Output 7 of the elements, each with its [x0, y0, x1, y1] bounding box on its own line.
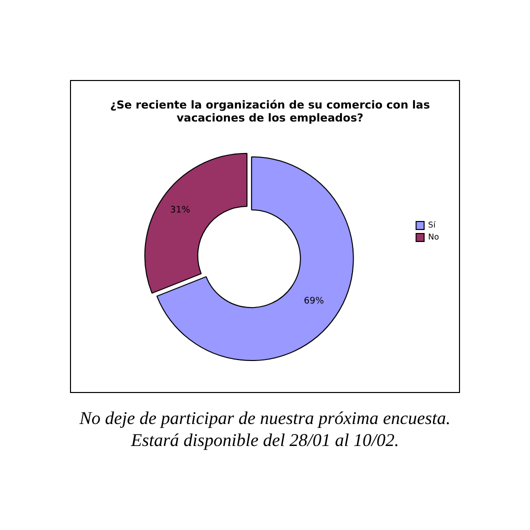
legend-label: No [428, 232, 440, 242]
legend-label: Sí [428, 220, 436, 230]
chart-title: ¿Se reciente la organización de su comercio con las vacaciones de los empleados? [110, 98, 430, 125]
data-label: 69% [304, 296, 324, 306]
text: No deje de participar de nuestra próxima encuesta. [78, 407, 452, 429]
data-label: 31% [170, 206, 191, 216]
text: Estará disponible del 28/01 al 10/02. [130, 429, 400, 451]
